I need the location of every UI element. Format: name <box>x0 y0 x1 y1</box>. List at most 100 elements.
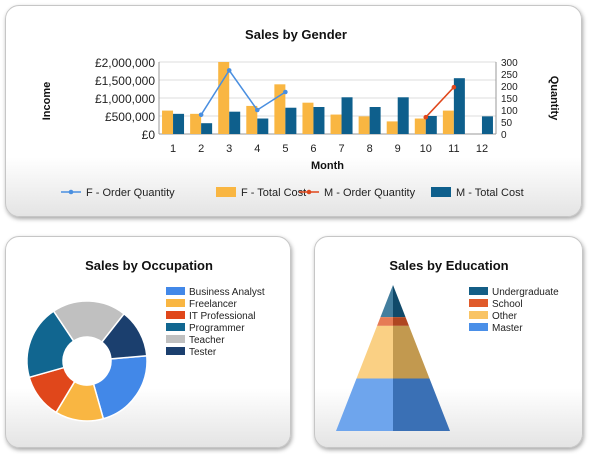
x-tick-label: 3 <box>226 143 232 155</box>
x-tick-label: 5 <box>282 143 288 155</box>
sales-by-occupation-chart: Sales by Occupation Business AnalystFreel… <box>26 258 265 422</box>
pyramid-segment-shade <box>393 317 409 326</box>
pyramid-segment <box>377 317 393 326</box>
bar <box>369 107 381 134</box>
legend-label: Master <box>492 323 523 334</box>
legend-label: Programmer <box>189 323 245 334</box>
bar <box>274 84 286 134</box>
bar <box>229 111 241 134</box>
y-tick-label: £1,000,000 <box>95 92 155 106</box>
legend-label: Freelancer <box>189 299 237 310</box>
bar <box>330 114 342 134</box>
bar <box>313 107 325 134</box>
line-point <box>451 84 457 90</box>
legend-label: Tester <box>189 347 217 358</box>
sales-by-occupation-panel: Sales by Occupation Business Analyst Freel… <box>5 236 291 448</box>
legend-label: IT Professional <box>189 311 256 322</box>
pyramid-segment <box>380 285 393 318</box>
bar <box>442 110 454 134</box>
bar <box>453 78 465 134</box>
x-tick-label: 7 <box>338 143 344 155</box>
bar <box>358 116 370 134</box>
bar <box>481 116 493 134</box>
bar <box>173 113 185 134</box>
sales-by-gender-chart: Sales by Gender £0 £500,000 £1,000,000 £1,50… <box>41 27 560 199</box>
pyramid-segment <box>356 325 393 379</box>
x-tick-label: 11 <box>448 143 459 155</box>
bar <box>414 118 426 134</box>
bar <box>341 97 353 134</box>
line-point <box>254 107 260 113</box>
bar <box>201 123 213 134</box>
line-point <box>198 112 204 118</box>
legend-swatch <box>166 347 185 355</box>
bar <box>246 105 258 134</box>
legend-label: Business Analyst <box>189 287 265 298</box>
bar <box>257 118 269 134</box>
legend-swatch <box>166 335 185 343</box>
sales-by-gender-panel: Sales by Gender £0 £500,000 £1,000,000 £1,50… <box>5 5 582 217</box>
sales-by-education-panel: Sales by Education Undergraduate School Oth… <box>314 236 583 448</box>
pyramid-segment-shade <box>393 285 406 318</box>
series-line <box>425 86 455 118</box>
y2-tick-label: 100 <box>501 106 518 117</box>
legend-label: M - Order Quantity <box>324 187 416 199</box>
legend-label: M - Total Cost <box>456 187 524 199</box>
x-tick-label: 6 <box>310 143 316 155</box>
chart-title: Sales by Education <box>389 258 508 273</box>
x-tick-label: 4 <box>254 143 260 155</box>
legend-point-swatch <box>68 189 74 195</box>
y-tick-label: £2,000,000 <box>95 56 155 70</box>
legend-point-swatch <box>306 189 312 195</box>
y2-tick-label: 300 <box>501 58 518 69</box>
legend-label: Teacher <box>189 335 225 346</box>
line-point <box>283 89 288 95</box>
legend-swatch <box>166 287 185 295</box>
y-tick-label: £1,500,000 <box>95 74 155 88</box>
legend-label: Other <box>492 311 518 322</box>
series-line <box>200 69 286 116</box>
x-axis-title: Month <box>311 160 344 172</box>
legend-swatch <box>166 323 185 331</box>
sales-by-education-chart: Sales by Education UndergraduateSchoolOth… <box>336 258 559 431</box>
line-point <box>423 114 429 120</box>
pyramid-segment <box>336 378 393 431</box>
legend-bar-swatch <box>431 187 451 197</box>
bar <box>218 62 230 134</box>
legend-swatch <box>166 299 185 307</box>
legend-label: School <box>492 299 523 310</box>
y-axis-title: Income <box>41 82 53 121</box>
y2-tick-label: 200 <box>501 82 518 93</box>
bar <box>302 102 314 134</box>
legend-swatch <box>469 323 488 331</box>
y2-tick-label: 150 <box>501 94 518 105</box>
legend-swatch <box>469 311 488 319</box>
pyramid-segment-shade <box>393 378 450 431</box>
bar <box>285 107 297 134</box>
pie-slice <box>92 354 148 420</box>
x-tick-label: 9 <box>395 143 401 155</box>
y-tick-label: £500,000 <box>105 110 155 124</box>
legend-label: Undergraduate <box>492 287 559 298</box>
legend-swatch <box>166 311 185 319</box>
legend-swatch <box>469 299 488 307</box>
line-point <box>226 68 232 73</box>
x-tick-label: 12 <box>476 143 488 155</box>
chart-title: Sales by Gender <box>245 27 347 42</box>
y2-tick-label: 0 <box>501 130 507 141</box>
legend-label: F - Order Quantity <box>86 187 175 199</box>
y2-axis-title: Quantity <box>548 76 560 121</box>
legend-label: F - Total Cost <box>241 187 306 199</box>
legend-swatch <box>469 287 488 295</box>
pie-slice <box>100 312 148 360</box>
pyramid-segment-shade <box>393 325 430 379</box>
bar <box>425 116 437 134</box>
x-tick-label: 1 <box>170 143 176 155</box>
y2-tick-label: 50 <box>501 118 513 129</box>
x-tick-label: 10 <box>420 143 432 155</box>
y-tick-label: £0 <box>142 128 156 142</box>
bar <box>162 110 174 134</box>
bar <box>190 113 202 134</box>
chart-title: Sales by Occupation <box>85 258 213 273</box>
bar <box>397 97 409 134</box>
